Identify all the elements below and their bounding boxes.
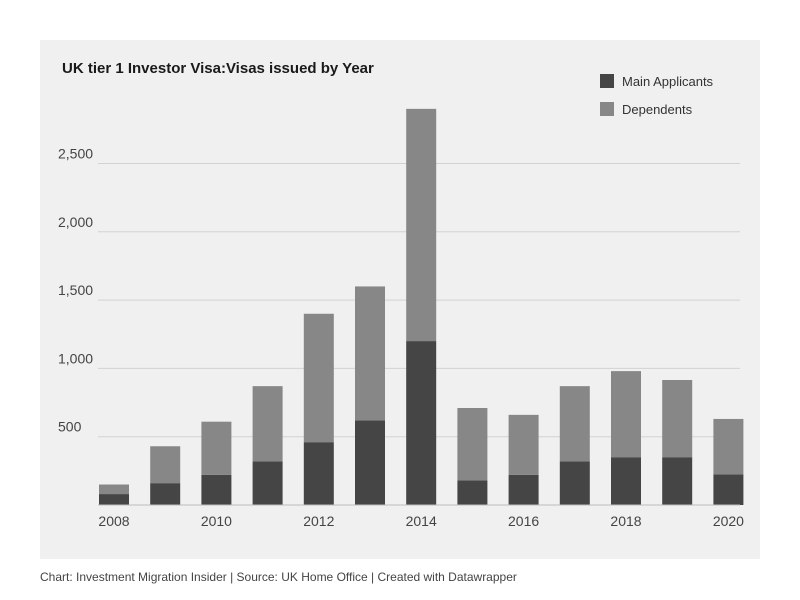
- bar-dependents: [662, 380, 693, 458]
- bar-main-applicants: [252, 461, 283, 505]
- bar-dependents: [559, 386, 590, 462]
- legend-label-main-applicants: Main Applicants: [622, 73, 714, 89]
- y-tick-label: 1,000: [58, 350, 93, 366]
- bar-dependents: [355, 286, 385, 421]
- legend: Main Applicants Dependents: [600, 72, 713, 128]
- bar-dependents: [99, 484, 129, 495]
- legend-item-dependents: Dependents: [600, 100, 713, 118]
- bar-main-applicants: [406, 341, 437, 505]
- bar-main-applicants: [713, 474, 744, 505]
- bar-dependents: [508, 414, 539, 475]
- y-tick-label: 2,000: [58, 214, 93, 230]
- x-tick-label: 2016: [508, 513, 539, 529]
- x-tick-label: 2008: [98, 513, 129, 529]
- bar-main-applicants: [508, 474, 539, 505]
- bar-main-applicants: [662, 457, 693, 505]
- bar-dependents: [303, 313, 334, 443]
- x-tick-label: 2012: [303, 513, 334, 529]
- x-tick-label: 2018: [610, 513, 641, 529]
- bar-dependents: [406, 108, 437, 342]
- bar-dependents: [457, 408, 488, 481]
- bar-main-applicants: [303, 442, 334, 505]
- legend-label-dependents: Dependents: [622, 101, 693, 117]
- bar-main-applicants: [611, 457, 641, 505]
- x-tick-label: 2014: [406, 513, 437, 529]
- x-tick-label: 2020: [713, 513, 744, 529]
- y-tick-label: 500: [58, 419, 82, 435]
- bar-main-applicants: [457, 480, 488, 505]
- chart-footer: Chart: Investment Migration Insider | So…: [40, 570, 517, 584]
- bar-dependents: [252, 386, 283, 462]
- bar-main-applicants: [355, 420, 385, 505]
- bar-dependents: [713, 418, 744, 475]
- x-tick-label: 2010: [201, 513, 232, 529]
- bar-dependents: [611, 371, 641, 458]
- legend-item-main-applicants: Main Applicants: [600, 72, 713, 90]
- bar-dependents: [201, 421, 232, 475]
- legend-swatch-dependents: [600, 102, 614, 116]
- chart-title: UK tier 1 Investor Visa:Visas issued by …: [62, 60, 374, 77]
- bar-main-applicants: [201, 474, 232, 505]
- legend-swatch-main-applicants: [600, 74, 614, 88]
- y-tick-label: 1,500: [58, 282, 93, 298]
- y-tick-label: 2,500: [58, 146, 93, 162]
- bar-main-applicants: [559, 461, 590, 505]
- bar-main-applicants: [99, 494, 129, 505]
- bar-main-applicants: [150, 483, 181, 505]
- bar-dependents: [150, 446, 181, 484]
